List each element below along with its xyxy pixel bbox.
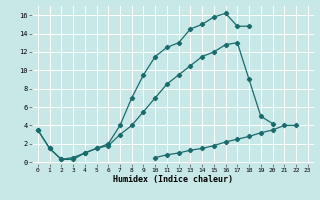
- X-axis label: Humidex (Indice chaleur): Humidex (Indice chaleur): [113, 175, 233, 184]
